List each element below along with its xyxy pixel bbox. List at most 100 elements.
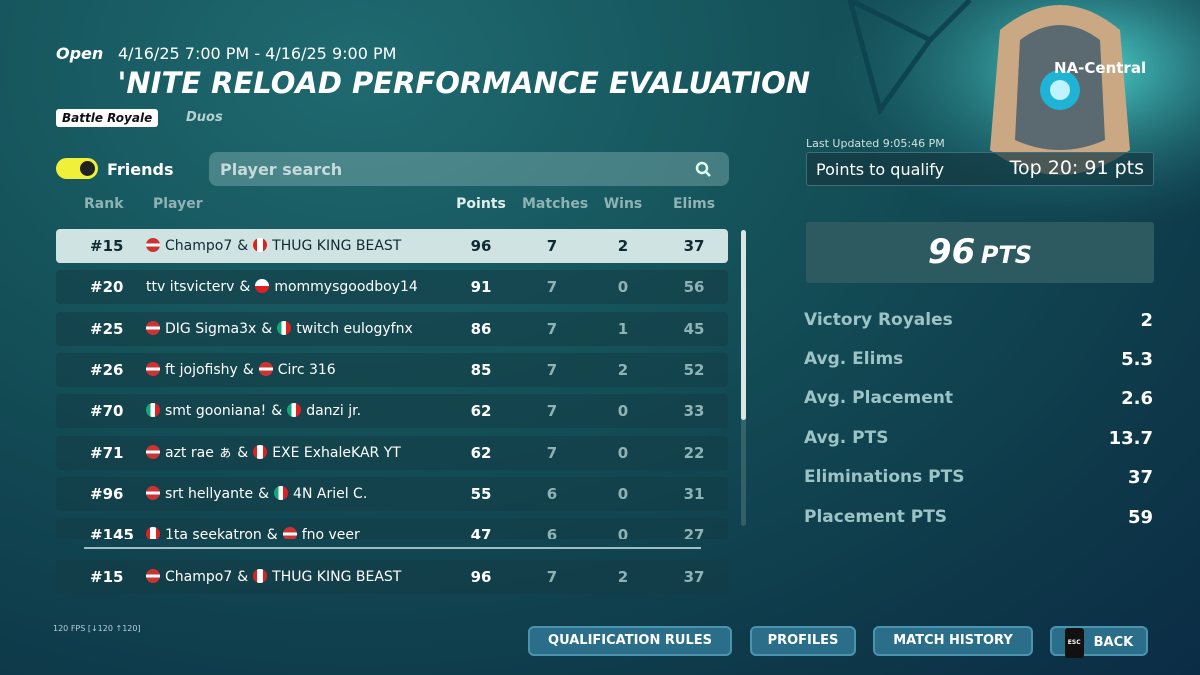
separator: & xyxy=(271,403,283,420)
search-placeholder: Player search xyxy=(220,160,343,179)
matches: 7 xyxy=(546,443,558,462)
player-name: mommysgoodboy14 xyxy=(274,279,418,296)
scrollbar[interactable] xyxy=(741,230,746,526)
search-icon xyxy=(695,161,711,177)
player-name: ttv itsvicterv xyxy=(146,279,235,296)
leaderboard-row[interactable]: #26 ft jojofishy & Circ 316 85 7 2 52 xyxy=(56,352,728,387)
column-header: Points xyxy=(456,196,506,212)
stat-value: 13.7 xyxy=(1108,428,1153,449)
points-summary: 96 PTS xyxy=(806,222,1154,283)
column-header: Player xyxy=(153,196,203,212)
leaderboard-row[interactable]: #20 ttv itsvicterv & mommysgoodboy14 91 7 0 56 xyxy=(56,270,728,305)
players: ttv itsvicterv & mommysgoodboy14 xyxy=(146,270,418,304)
leaderboard-row[interactable]: #15 Champo7 & THUG KING BEAST 96 7 2 37 xyxy=(56,560,728,594)
elims: 31 xyxy=(683,484,705,503)
flag-icon xyxy=(146,444,160,459)
rank: #26 xyxy=(90,360,124,379)
rank: #71 xyxy=(90,443,124,462)
friends-toggle[interactable] xyxy=(56,158,98,179)
rank: #145 xyxy=(90,526,134,539)
elims: 37 xyxy=(683,568,705,586)
search-box[interactable]: Player search xyxy=(209,152,729,186)
points: 55 xyxy=(470,484,492,503)
button-label: BACK xyxy=(1093,635,1134,650)
flag-icon xyxy=(253,569,268,583)
matches: 7 xyxy=(546,319,558,338)
event-title: 'NITE RELOAD PERFORMANCE EVALUATION xyxy=(117,66,810,100)
region: NA-Central xyxy=(1054,59,1147,77)
leaderboard-row[interactable]: #145 1ta seekatron & fno veer 47 6 0 27 xyxy=(56,518,728,539)
fps-counter: 120 FPS [↓120 ↑120] xyxy=(53,624,141,633)
column-header: Wins xyxy=(603,196,643,212)
matches: 6 xyxy=(546,526,558,539)
elims: 45 xyxy=(683,319,705,338)
flag-icon xyxy=(146,361,160,376)
rank: #96 xyxy=(90,484,124,503)
player-name: THUG KING BEAST xyxy=(272,238,402,254)
player-name: THUG KING BEAST xyxy=(272,569,402,585)
players: smt gooniana! & danzi jr. xyxy=(146,394,361,428)
player-name: Circ 316 xyxy=(277,361,336,378)
button[interactable]: PROFILES xyxy=(750,626,856,656)
rank: #25 xyxy=(90,319,124,338)
wins: 0 xyxy=(617,278,629,297)
player-name: 4N Ariel C. xyxy=(293,485,368,502)
elims: 56 xyxy=(683,278,705,297)
separator: & xyxy=(266,527,278,539)
qualify-value: Top 20: 91 pts xyxy=(1009,157,1144,179)
stat-label: Avg. PTS xyxy=(804,428,889,448)
flag-icon xyxy=(287,403,302,418)
leaderboard-row[interactable]: #96 srt hellyante & 4N Ariel C. 55 6 0 31 xyxy=(56,476,728,511)
stat-label: Placement PTS xyxy=(804,507,948,527)
flag-icon xyxy=(255,279,270,294)
players: ft jojofishy & Circ 316 xyxy=(146,353,336,387)
time-range: 4/16/25 7:00 PM - 4/16/25 9:00 PM xyxy=(118,44,397,63)
points: 96 xyxy=(470,568,492,586)
button-label: QUALIFICATION RULES xyxy=(548,633,712,648)
points: 91 xyxy=(470,278,492,297)
flag-icon xyxy=(146,527,160,539)
players: 1ta seekatron & fno veer xyxy=(146,518,360,539)
wins: 2 xyxy=(617,360,629,379)
points-unit: PTS xyxy=(980,241,1033,269)
players: Champo7 & THUG KING BEAST xyxy=(146,229,401,263)
elims: 22 xyxy=(683,443,705,462)
button-label: PROFILES xyxy=(767,633,839,648)
players: srt hellyante & 4N Ariel C. xyxy=(146,477,367,511)
player-name: 1ta seekatron xyxy=(165,527,262,539)
stat-label: Victory Royales xyxy=(804,310,953,330)
separator: & xyxy=(258,485,270,502)
stat-value: 2 xyxy=(1140,310,1153,331)
button[interactable]: ESC BACK xyxy=(1050,626,1148,658)
last-updated: Last Updated 9:05:46 PM xyxy=(806,137,945,150)
matches: 6 xyxy=(546,484,558,503)
wins: 1 xyxy=(617,319,629,338)
flag-icon xyxy=(258,361,273,376)
column-header: Elims xyxy=(672,196,716,212)
flag-icon xyxy=(146,238,160,252)
leaderboard-row[interactable]: #71 azt rae ぁ & EXE ExhaleKAR YT 62 7 0 22 xyxy=(56,435,728,470)
stat-value: 5.3 xyxy=(1121,349,1153,370)
wins: 0 xyxy=(617,526,629,539)
mode-badge: Battle Royale xyxy=(56,109,159,127)
player-name: srt hellyante xyxy=(165,485,254,502)
wins: 2 xyxy=(617,237,629,255)
leaderboard-row[interactable]: #70 smt gooniana! & danzi jr. 62 7 0 33 xyxy=(56,394,728,429)
status: Open xyxy=(56,44,104,63)
leaderboard-row[interactable]: #15 Champo7 & THUG KING BEAST 96 7 2 37 xyxy=(56,229,728,263)
leaderboard-row[interactable]: #25 DIG Sigma3x & twitch eulogyfnx 86 7 1 45 xyxy=(56,311,728,346)
player-name: EXE ExhaleKAR YT xyxy=(272,444,401,461)
stat-value: 2.6 xyxy=(1121,388,1153,409)
wins: 0 xyxy=(617,484,629,503)
rank: #70 xyxy=(90,402,124,421)
points-total: 96 xyxy=(927,232,976,272)
button[interactable]: MATCH HISTORY xyxy=(873,626,1033,656)
rank: #15 xyxy=(90,237,124,255)
button[interactable]: QUALIFICATION RULES xyxy=(528,626,732,656)
qualify-box: Points to qualify Top 20: 91 pts xyxy=(806,152,1154,186)
stat-label: Avg. Elims xyxy=(804,349,904,369)
players: azt rae ぁ & EXE ExhaleKAR YT xyxy=(146,436,401,470)
flag-icon xyxy=(146,485,160,500)
elims: 27 xyxy=(683,526,705,539)
flag-icon xyxy=(253,444,268,459)
